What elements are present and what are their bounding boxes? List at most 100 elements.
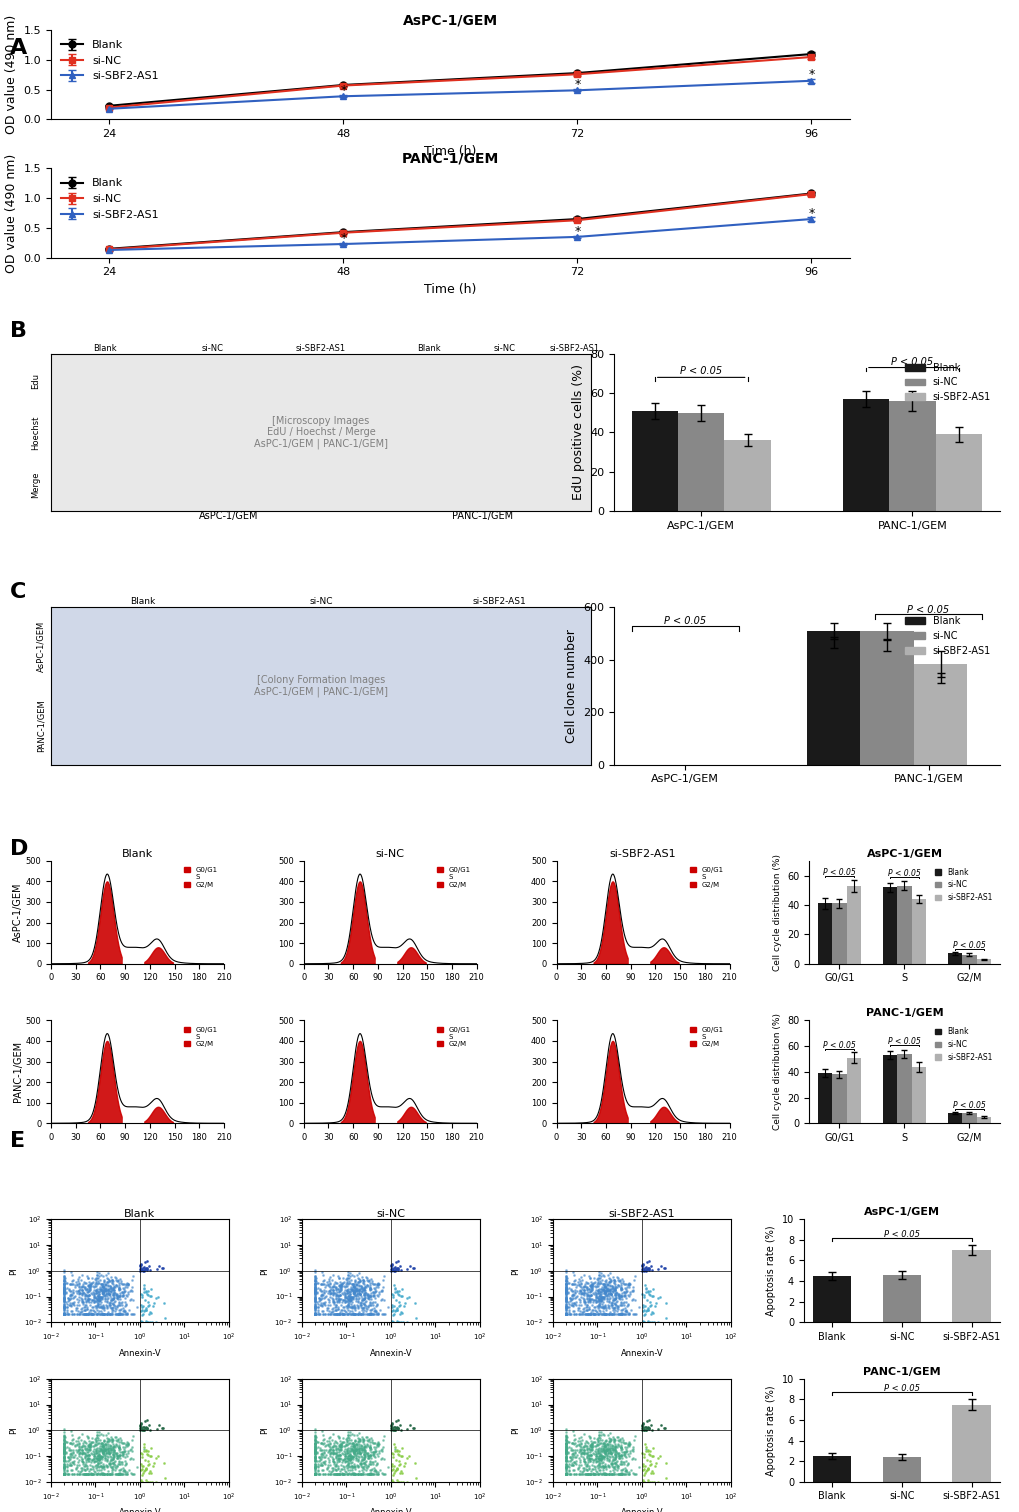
Point [580, 1439, 596, 1464]
Point [568, 1444, 584, 1468]
Point [112, 1267, 128, 1291]
Point [78, 1462, 95, 1486]
Point [622, 1458, 638, 1482]
Point [334, 1430, 351, 1455]
Point [619, 1435, 635, 1459]
Point [575, 1287, 591, 1311]
Point [369, 1433, 385, 1458]
Point [63, 1442, 79, 1467]
Point [638, 1439, 654, 1464]
Point [318, 1270, 334, 1294]
Point [608, 1281, 625, 1305]
Point [56, 1462, 72, 1486]
Point [621, 1300, 637, 1325]
Point [614, 1302, 631, 1326]
Point [331, 1290, 347, 1314]
Point [639, 1439, 655, 1464]
Point [329, 1302, 345, 1326]
Point [94, 1272, 110, 1296]
Point [568, 1453, 584, 1477]
Point [59, 1445, 75, 1470]
Point [573, 1275, 589, 1299]
Point [576, 1263, 592, 1287]
Point [307, 1462, 323, 1486]
Point [102, 1275, 118, 1299]
Point [56, 1444, 72, 1468]
Point [565, 1450, 581, 1474]
Point [87, 1294, 103, 1318]
Point [596, 1279, 612, 1303]
Point [78, 1439, 95, 1464]
Point [71, 1278, 88, 1302]
Point [108, 1294, 124, 1318]
Point [307, 1296, 323, 1320]
Point [354, 1436, 370, 1461]
Point [338, 1433, 355, 1458]
Point [353, 1302, 369, 1326]
Point [357, 1279, 373, 1303]
Point [593, 1287, 609, 1311]
Point [618, 1448, 634, 1473]
Point [345, 1279, 362, 1303]
Point [574, 1269, 590, 1293]
Point [79, 1433, 96, 1458]
Point [96, 1294, 112, 1318]
Point [596, 1462, 612, 1486]
Point [308, 1426, 324, 1450]
Text: P < 0.05: P < 0.05 [663, 617, 705, 626]
Point [590, 1462, 606, 1486]
Point [327, 1275, 343, 1299]
Point [57, 1302, 73, 1326]
Point [307, 1455, 323, 1479]
Point [136, 1432, 152, 1456]
Point [369, 1452, 385, 1476]
Point [592, 1448, 608, 1473]
Point [622, 1279, 638, 1303]
Point [327, 1433, 343, 1458]
Point [346, 1302, 363, 1326]
Point [77, 1445, 94, 1470]
Point [350, 1448, 366, 1473]
Point [587, 1459, 603, 1483]
Point [327, 1302, 343, 1326]
Point [352, 1282, 368, 1306]
Point [322, 1281, 338, 1305]
Point [56, 1296, 72, 1320]
Point [584, 1447, 600, 1471]
Point [557, 1461, 574, 1485]
Point [105, 1276, 121, 1300]
Point [383, 1253, 399, 1278]
Point [606, 1439, 623, 1464]
Point [132, 1309, 149, 1334]
Point [339, 1302, 356, 1326]
Point [600, 1429, 616, 1453]
Point [65, 1278, 82, 1302]
Point [124, 1462, 141, 1486]
Point [557, 1435, 574, 1459]
Point [56, 1302, 72, 1326]
Point [322, 1302, 338, 1326]
Point [56, 1429, 72, 1453]
Point [590, 1420, 606, 1444]
Point [635, 1309, 651, 1334]
Point [616, 1284, 633, 1308]
Point [621, 1433, 637, 1458]
Point [103, 1275, 119, 1299]
Point [346, 1438, 363, 1462]
Point [348, 1279, 365, 1303]
Point [105, 1285, 121, 1309]
Point [363, 1445, 379, 1470]
Point [120, 1272, 137, 1296]
Point [78, 1297, 95, 1321]
Point [353, 1444, 369, 1468]
Point [600, 1302, 616, 1326]
Point [625, 1278, 641, 1302]
Point [634, 1417, 650, 1441]
Point [329, 1442, 345, 1467]
Point [126, 1462, 143, 1486]
Point [96, 1302, 112, 1326]
Point [613, 1452, 630, 1476]
Point [634, 1412, 650, 1436]
Point [612, 1442, 629, 1467]
Point [618, 1462, 634, 1486]
